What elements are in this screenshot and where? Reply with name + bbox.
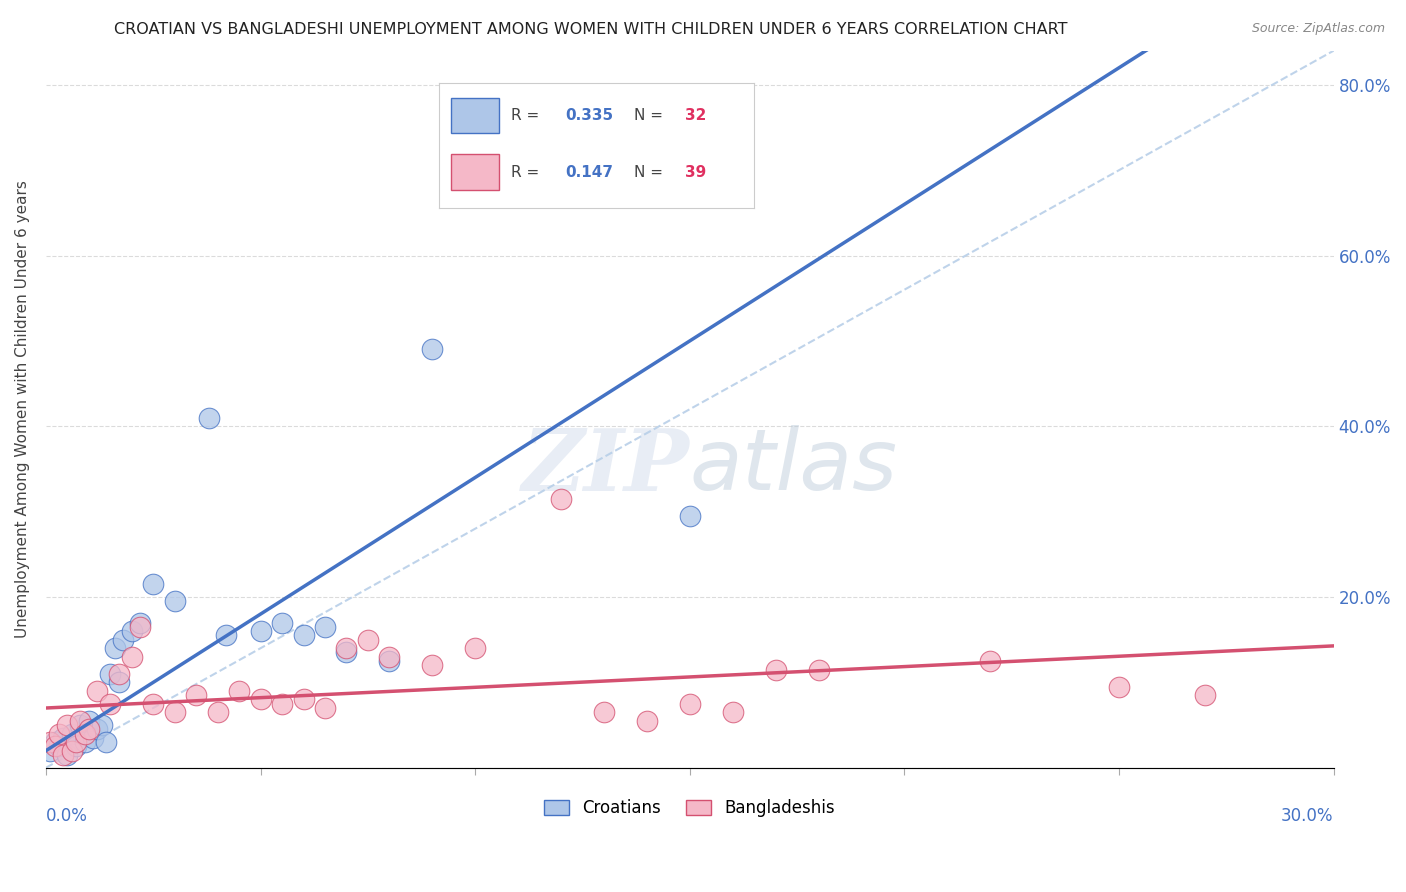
Point xyxy=(186,688,208,702)
Point xyxy=(314,701,336,715)
Point xyxy=(335,641,357,656)
Point xyxy=(721,705,744,719)
Point xyxy=(73,726,96,740)
Text: ZIP: ZIP xyxy=(522,425,690,508)
Point xyxy=(108,675,131,690)
Point xyxy=(335,645,357,659)
Point xyxy=(69,714,91,728)
Point xyxy=(52,731,75,745)
Point xyxy=(44,739,66,754)
Point xyxy=(198,410,221,425)
Point xyxy=(104,641,127,656)
Point xyxy=(52,747,75,762)
Point xyxy=(56,718,79,732)
Point xyxy=(86,723,108,737)
Point xyxy=(56,747,79,762)
Point xyxy=(142,577,165,591)
Point xyxy=(69,718,91,732)
Point xyxy=(215,628,238,642)
Point xyxy=(292,692,315,706)
Point xyxy=(271,615,294,630)
Text: atlas: atlas xyxy=(690,425,898,508)
Point xyxy=(807,663,830,677)
Point xyxy=(292,628,315,642)
Point xyxy=(48,739,70,754)
Point xyxy=(39,744,62,758)
Point xyxy=(94,735,117,749)
Point xyxy=(249,692,271,706)
Point xyxy=(593,705,616,719)
Point xyxy=(636,714,658,728)
Point xyxy=(357,632,380,647)
Point xyxy=(129,620,152,634)
Point xyxy=(90,718,112,732)
Point xyxy=(121,649,143,664)
Point xyxy=(163,594,186,608)
Point xyxy=(420,658,443,673)
Point xyxy=(1108,680,1130,694)
Point xyxy=(98,697,121,711)
Point xyxy=(271,697,294,711)
Y-axis label: Unemployment Among Women with Children Under 6 years: Unemployment Among Women with Children U… xyxy=(15,180,30,638)
Point xyxy=(65,739,87,754)
Point xyxy=(98,666,121,681)
Point xyxy=(163,705,186,719)
Point xyxy=(207,705,229,719)
Point xyxy=(121,624,143,639)
Point xyxy=(65,735,87,749)
Text: 0.0%: 0.0% xyxy=(46,807,87,825)
Text: Source: ZipAtlas.com: Source: ZipAtlas.com xyxy=(1251,22,1385,36)
Point xyxy=(39,735,62,749)
Point xyxy=(77,714,100,728)
Text: CROATIAN VS BANGLADESHI UNEMPLOYMENT AMONG WOMEN WITH CHILDREN UNDER 6 YEARS COR: CROATIAN VS BANGLADESHI UNEMPLOYMENT AMO… xyxy=(114,22,1067,37)
Point xyxy=(60,726,83,740)
Point xyxy=(679,508,702,523)
Point xyxy=(378,649,401,664)
Point xyxy=(1194,688,1216,702)
Point xyxy=(112,632,135,647)
Point xyxy=(129,615,152,630)
Point xyxy=(765,663,787,677)
Legend: Croatians, Bangladeshis: Croatians, Bangladeshis xyxy=(537,793,842,824)
Point xyxy=(228,684,250,698)
Point xyxy=(979,654,1001,668)
Point xyxy=(420,343,443,357)
Point xyxy=(464,641,486,656)
Point xyxy=(44,735,66,749)
Point xyxy=(550,491,572,506)
Point xyxy=(314,620,336,634)
Point xyxy=(48,726,70,740)
Point xyxy=(108,666,131,681)
Point xyxy=(378,654,401,668)
Text: 30.0%: 30.0% xyxy=(1281,807,1334,825)
Point xyxy=(142,697,165,711)
Point xyxy=(679,697,702,711)
Point xyxy=(73,735,96,749)
Point xyxy=(82,731,104,745)
Point xyxy=(77,723,100,737)
Point xyxy=(86,684,108,698)
Point xyxy=(60,744,83,758)
Point xyxy=(249,624,271,639)
